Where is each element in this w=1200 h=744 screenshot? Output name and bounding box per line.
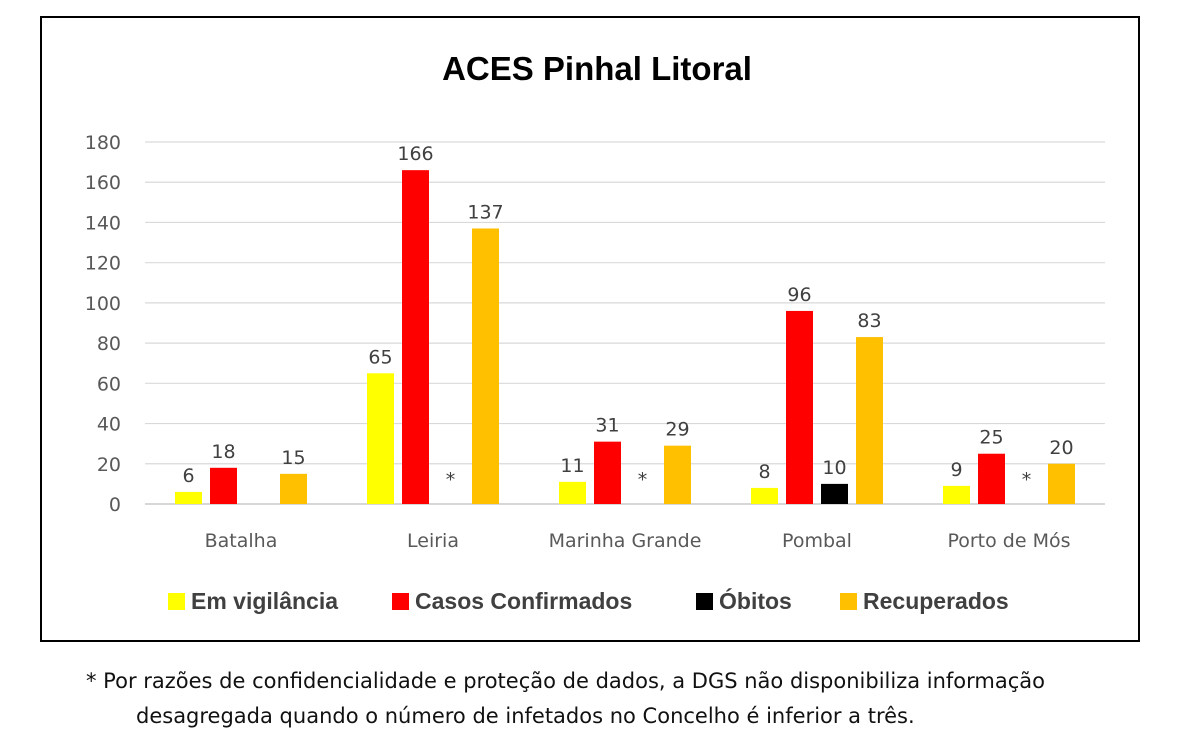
x-tick-label-leiria: Leiria (407, 530, 459, 552)
data-label-leiria-3: 137 (467, 201, 503, 223)
bar-chart: ACES Pinhal Litoral 0 20 40 60 80 100 120 140 16… (85, 50, 1105, 614)
bar-leiria-3 (472, 228, 499, 504)
footnote: * Por razões de confidencialidade e prot… (86, 664, 1196, 734)
bar-leiria-0 (367, 373, 394, 504)
bar-pombal-2 (821, 483, 848, 504)
chart-title: ACES Pinhal Litoral (442, 50, 752, 87)
legend-label-3: Recuperados (863, 588, 1009, 614)
bar-batalha-3 (280, 473, 307, 504)
asterisk-leiria: * (446, 469, 456, 491)
y-tick-label-0: 0 (109, 494, 121, 516)
y-tick-label-140: 140 (85, 212, 121, 234)
asterisk-porto-de-mós: * (1022, 469, 1032, 491)
data-label-leiria-0: 65 (368, 346, 392, 368)
bar-pombal-0 (751, 487, 778, 504)
data-label-porto-de-mós-3: 20 (1049, 437, 1073, 459)
legend-swatch-3 (840, 593, 857, 610)
bar-porto-de-mós-0 (943, 485, 970, 504)
legend-swatch-0 (168, 593, 185, 610)
y-tick-label-60: 60 (97, 373, 121, 395)
data-label-porto-de-mós-1: 25 (979, 427, 1003, 449)
data-label-batalha-0: 6 (182, 465, 194, 487)
footnote-line-2: desagregada quando o número de infetados… (136, 704, 915, 728)
y-tick-label-80: 80 (97, 333, 121, 355)
asterisk-marinha-grande: * (638, 469, 648, 491)
x-tick-label-porto-de-mós: Porto de Mós (947, 530, 1070, 552)
bar-marinha-grande-1 (594, 441, 621, 504)
x-tick-label-marinha-grande: Marinha Grande (549, 530, 702, 552)
bar-leiria-1 (402, 170, 429, 504)
chart-frame: ACES Pinhal Litoral 0 20 40 60 80 100 120 140 16… (40, 16, 1140, 642)
data-label-marinha-grande-0: 11 (560, 455, 584, 477)
legend-label-2: Óbitos (719, 587, 792, 614)
legend-swatch-1 (392, 593, 409, 610)
x-tick-label-batalha: Batalha (205, 530, 278, 552)
data-label-pombal-1: 96 (787, 284, 811, 306)
bars (175, 170, 1075, 504)
legend-swatch-2 (696, 593, 713, 610)
grid (145, 141, 1105, 505)
y-tick-label-20: 20 (97, 454, 121, 476)
y-tick-label-160: 160 (85, 172, 121, 194)
data-label-leiria-1: 166 (397, 143, 433, 165)
bar-pombal-1 (786, 310, 813, 504)
y-tick-label-40: 40 (97, 414, 121, 436)
data-labels: 6 18 15 65 166 * 137 11 31 * 29 8 96 10 83 9 25 * 20 (182, 143, 1073, 491)
data-label-batalha-1: 18 (211, 441, 235, 463)
y-tick-label-120: 120 (85, 253, 121, 275)
data-label-pombal-3: 83 (857, 310, 881, 332)
data-label-marinha-grande-1: 31 (595, 415, 619, 437)
data-label-porto-de-mós-0: 9 (950, 459, 962, 481)
x-axis-ticks: Batalha Leiria Marinha Grande Pombal Porto d… (205, 530, 1071, 552)
bar-batalha-1 (210, 467, 237, 504)
footnote-line-1: * Por razões de confidencialidade e prot… (86, 669, 1046, 693)
data-label-pombal-0: 8 (758, 461, 770, 483)
bar-porto-de-mós-3 (1048, 463, 1075, 504)
legend-label-1: Casos Confirmados (415, 588, 632, 614)
y-tick-label-180: 180 (85, 132, 121, 154)
data-label-pombal-2: 10 (822, 457, 846, 479)
legend: Em vigilância Casos Confirmados Óbitos Recu… (168, 587, 1009, 614)
y-axis-ticks: 0 20 40 60 80 100 120 140 160 180 (85, 132, 121, 516)
bar-pombal-3 (856, 337, 883, 504)
data-label-marinha-grande-3: 29 (665, 419, 689, 441)
bar-marinha-grande-3 (664, 445, 691, 504)
y-tick-label-100: 100 (85, 293, 121, 315)
bar-batalha-0 (175, 491, 202, 504)
bar-marinha-grande-0 (559, 481, 586, 504)
bar-porto-de-mós-1 (978, 453, 1005, 504)
data-label-batalha-3: 15 (281, 447, 305, 469)
legend-label-0: Em vigilância (191, 588, 338, 614)
x-tick-label-pombal: Pombal (782, 530, 852, 552)
